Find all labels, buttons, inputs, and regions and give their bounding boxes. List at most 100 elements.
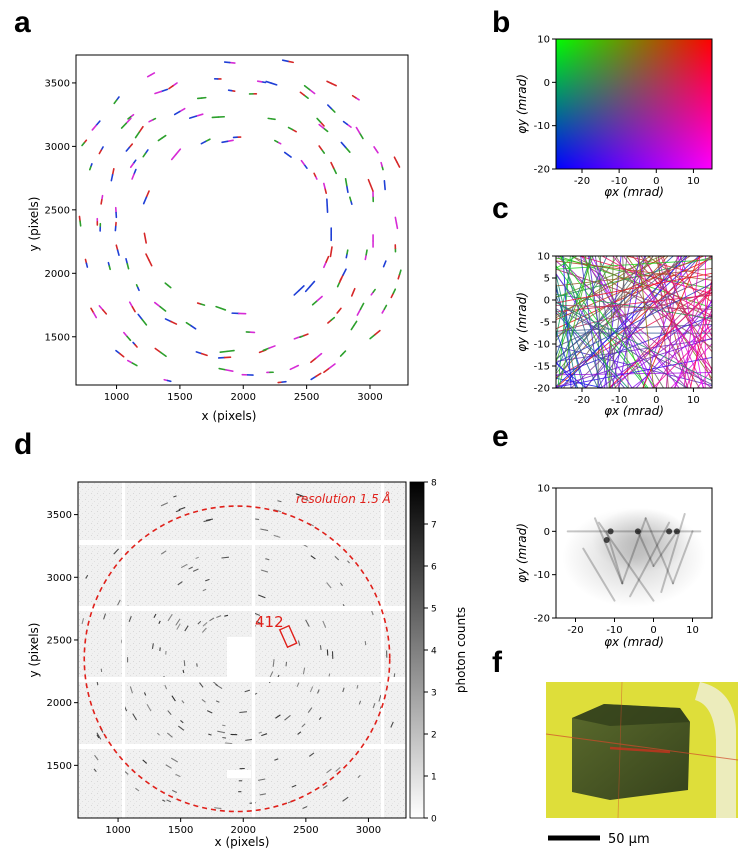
panel-d-spot-90 xyxy=(183,660,186,667)
panel-a-streak-49-b xyxy=(340,141,347,149)
panel-e-peak-0 xyxy=(607,528,614,535)
panel-d-spot-166 xyxy=(129,686,133,694)
panel-c-line-92 xyxy=(622,256,712,375)
panel-d-spot-125 xyxy=(96,732,102,740)
panel-e-ytick-label-2: 0 xyxy=(544,527,550,538)
panel-d-spot-29 xyxy=(322,785,328,789)
panel-a-streak-83-b xyxy=(342,120,349,126)
panel-c-line-28 xyxy=(622,256,629,388)
panel-c-line-46 xyxy=(556,372,712,376)
panel-a-streak-75-b xyxy=(352,287,356,294)
panel-d-spot-93 xyxy=(205,518,214,521)
panel-e-xtick-label-0: -20 xyxy=(567,625,583,636)
panel-d-spot-147 xyxy=(260,569,269,573)
panel-a-streak-94-b xyxy=(98,149,103,155)
panel-c-line-103 xyxy=(652,327,712,388)
panel-d-spot-138 xyxy=(201,699,206,703)
panel-d-spot-110 xyxy=(260,528,269,532)
panel-a-streak-126-a xyxy=(310,375,317,381)
panel-c-line-107 xyxy=(690,277,712,388)
panel-a-streak-95-b xyxy=(88,165,92,171)
panel-a-streak-57-b xyxy=(134,131,141,139)
panel-a-streak-58-b xyxy=(125,146,131,152)
panel-d-spot-32 xyxy=(222,736,227,739)
panel-a-streak-91-b xyxy=(154,90,162,95)
panel-d-spot-16 xyxy=(269,671,274,678)
panel-f-beam-footprint xyxy=(609,746,671,754)
panel-a-streak-118-b xyxy=(113,99,118,105)
panel-a-streak-85-b xyxy=(303,84,311,91)
panel-d-spot-113 xyxy=(302,497,309,502)
panel-a-streak-121-a xyxy=(90,307,95,314)
panel-d-spot-96 xyxy=(318,716,322,721)
panel-a-streak-110-b xyxy=(383,260,387,265)
panel-d-spot-133 xyxy=(153,613,157,618)
panel-d-spot-43 xyxy=(175,618,181,626)
panel-c-line-106 xyxy=(570,256,712,388)
panel-c-line-118 xyxy=(683,256,701,388)
panel-a-streak-40-b xyxy=(170,320,178,325)
panel-a-streak-51-b xyxy=(316,117,322,123)
panel-e-xtick-label-3: 10 xyxy=(686,625,699,636)
panel-a-streak-17-a xyxy=(293,289,300,296)
panel-d-gap-v1 xyxy=(122,482,125,818)
panel-c-line-16 xyxy=(556,256,688,388)
panel-d-colorbar-tick-label-1: 1 xyxy=(431,773,437,783)
panel-a-streak-78-a xyxy=(395,222,399,230)
panel-c-line-59 xyxy=(677,256,704,388)
panel-c-line-23 xyxy=(618,256,645,388)
panel-c-line-121 xyxy=(556,301,688,388)
panel-a-streak-117-b xyxy=(146,74,152,78)
panel-d-spot-131 xyxy=(197,620,202,625)
panel-c-xtick-label-1: -10 xyxy=(611,395,627,406)
panel-d-spot-68 xyxy=(176,623,181,630)
panel-c-line-124 xyxy=(609,256,628,388)
panel-c-line-70 xyxy=(608,256,614,388)
panel-c-line-75 xyxy=(674,308,712,388)
panel-e-peak-3 xyxy=(603,537,610,543)
panel-a-streak-115-b xyxy=(281,59,289,63)
panel-a-streak-84-a xyxy=(330,107,336,113)
panel-d-colorbar-tick-label-7: 7 xyxy=(431,521,437,531)
panel-a-streak-12-a xyxy=(145,253,150,261)
panel-a-streak-41-a xyxy=(185,321,192,327)
panel-d-spot-7 xyxy=(225,742,233,745)
panel-c-line-90 xyxy=(615,256,701,388)
panel-a-ytick-label-1: 2000 xyxy=(45,269,70,280)
panel-c-xtick-label-3: 10 xyxy=(687,395,700,406)
panel-d-spot-121 xyxy=(192,568,199,572)
panel-d-spot-140 xyxy=(297,731,302,735)
panel-a-streak-112-a xyxy=(396,161,401,168)
panel-c-line-114 xyxy=(558,256,592,388)
panel-d-ytick-label-0: 1500 xyxy=(47,761,72,772)
panel-d-spot-85 xyxy=(356,684,359,689)
panel-d-spot-100 xyxy=(342,796,349,802)
panel-a-streak-31-b xyxy=(142,152,147,158)
panel-a-streak-40-a xyxy=(164,318,172,323)
panel-d-spot-36 xyxy=(307,707,313,713)
panel-e-xlabel: φx (mrad) xyxy=(604,635,664,649)
panel-a-streak-106-b xyxy=(315,352,323,359)
panel-d-spot-117 xyxy=(196,663,198,667)
panel-b-ytick-label-1: -10 xyxy=(534,121,550,132)
panel-c-line-79 xyxy=(556,280,578,388)
panel-a-streak-39-a xyxy=(153,301,161,308)
panel-c-line-69 xyxy=(635,300,712,388)
panel-d-spot-87 xyxy=(390,721,394,728)
panel-d-colorbar-tick-label-8: 8 xyxy=(431,479,437,489)
panel-a-streak-126-b xyxy=(315,372,322,378)
panel-c-line-119 xyxy=(556,362,587,388)
panel-d-spot-123 xyxy=(180,563,188,569)
panel-c-line-113 xyxy=(556,295,599,388)
panel-a-streak-24-a xyxy=(332,167,337,175)
panel-d-spot-412-box xyxy=(278,624,298,649)
panel-c-line-55 xyxy=(657,256,692,388)
panel-d-colorbar-tick-label-2: 2 xyxy=(431,731,437,741)
panel-c-ytick-label-1: -15 xyxy=(534,362,550,373)
panel-d-spot-81 xyxy=(215,683,223,690)
panel-d-spot-2 xyxy=(261,733,268,737)
panel-d-spot-23 xyxy=(308,752,315,757)
panel-d-spot-30 xyxy=(173,495,177,498)
panel-a-streak-24-b xyxy=(330,161,335,169)
panel-c-line-48 xyxy=(556,323,712,332)
